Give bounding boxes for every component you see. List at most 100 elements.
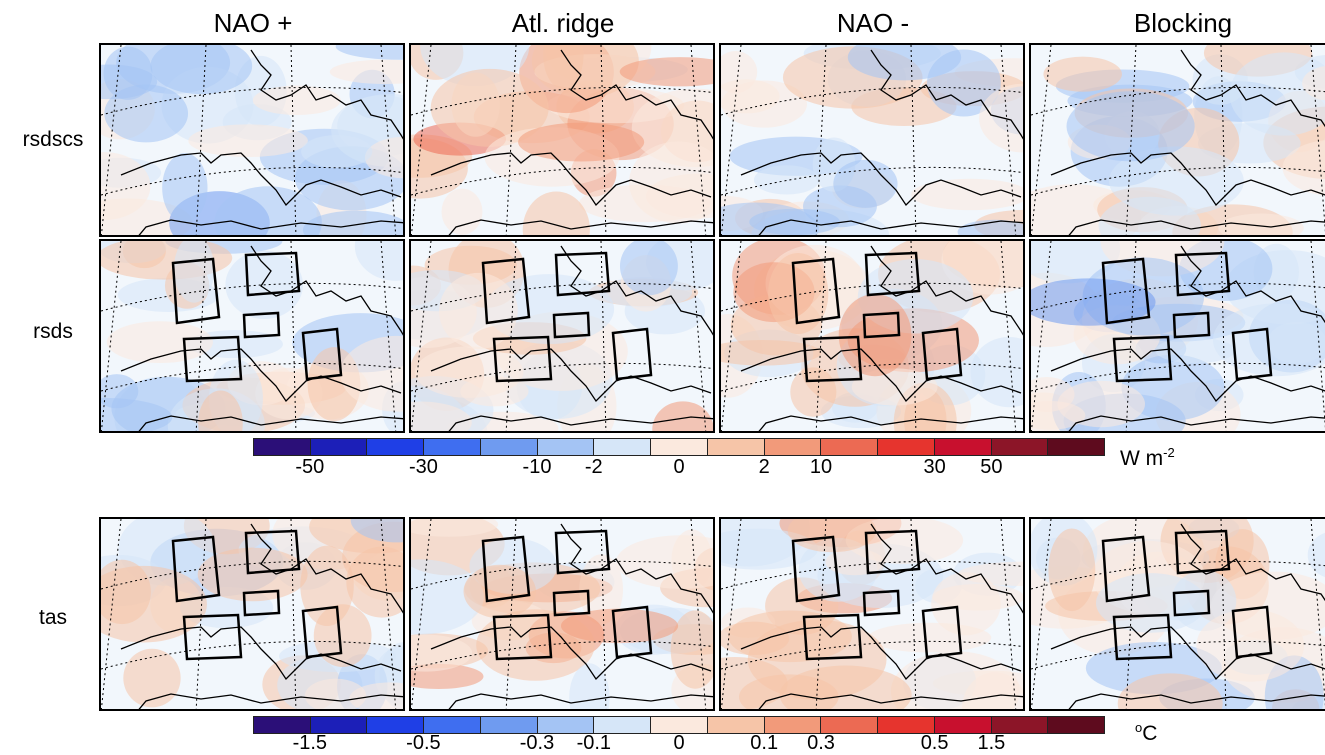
coastline <box>1050 245 1325 431</box>
longitude-line <box>290 519 297 709</box>
coastline <box>740 49 1023 235</box>
region-box <box>242 589 281 617</box>
anomaly-field-patch <box>484 274 615 345</box>
coastline <box>1050 49 1325 235</box>
region-box <box>802 335 863 383</box>
col-title-blocking: Blocking <box>1133 8 1233 38</box>
region-box <box>242 311 281 339</box>
anomaly-field-patch <box>619 241 678 296</box>
map-panel-tas-blocking <box>1029 517 1325 711</box>
coastline <box>430 245 713 431</box>
anomaly-field-patch <box>619 57 713 87</box>
region-box <box>171 535 221 603</box>
colorbar-tas <box>253 716 1105 734</box>
colorbar-tas-segment <box>310 717 368 733</box>
colorbar-wm2-tick-label: 30 <box>923 456 946 478</box>
region-box <box>552 311 591 339</box>
anomaly-field-patch <box>721 51 758 94</box>
anomaly-field-patch <box>329 59 403 85</box>
colorbar-tas-segment <box>594 717 652 733</box>
colorbar-tas-segment <box>991 717 1049 733</box>
latitude-line <box>1031 362 1325 392</box>
anomaly-field-patch <box>1117 673 1223 709</box>
colorbar-tas-segment <box>424 717 481 733</box>
coastline <box>120 523 403 709</box>
anomaly-field-patch <box>970 336 1023 408</box>
colorbar-tas-segment <box>764 717 822 733</box>
region-box <box>481 535 531 603</box>
anomaly-map <box>411 519 713 709</box>
anomaly-field-patch <box>101 152 151 221</box>
region-box <box>1172 589 1211 617</box>
anomaly-field-patch <box>101 565 207 643</box>
latitude-line <box>101 560 403 590</box>
longitude-line <box>815 241 827 431</box>
anomaly-map <box>1031 519 1325 709</box>
anomaly-field-patch <box>1302 65 1325 101</box>
colorbar-tas-segment <box>480 717 538 733</box>
colorbar-tas-tick-label: -0.3 <box>519 732 555 754</box>
anomaly-map <box>1031 45 1325 235</box>
region-box <box>864 251 921 297</box>
colorbar-wm2-tick-label: -10 <box>522 456 552 478</box>
anomaly-field-patch <box>411 401 472 431</box>
anomaly-field-patch <box>441 188 483 235</box>
anomaly-field-patch <box>106 321 213 364</box>
anomaly-field-patch <box>753 165 820 195</box>
anomaly-field-patch <box>463 564 536 619</box>
latitude-line <box>721 166 1023 196</box>
colorbar-tas-segment <box>934 717 992 733</box>
anomaly-map <box>411 241 713 431</box>
colorbar-wm2-segment <box>764 439 822 455</box>
colorbar-tas-unit: oC <box>1135 720 1158 745</box>
anomaly-field-patch <box>439 272 518 350</box>
colorbar-wm2-segment <box>878 439 935 455</box>
colorbar-wm2-segment <box>254 439 311 455</box>
anomaly-field-patch <box>411 559 484 635</box>
anomaly-field-patch <box>430 68 549 147</box>
longitude-line <box>1220 519 1227 709</box>
colorbar-wm2-tick-label: 50 <box>980 456 1003 478</box>
anomaly-field-patch <box>629 141 713 224</box>
region-box <box>552 589 591 617</box>
longitude-line <box>600 519 607 709</box>
anomaly-map <box>721 45 1023 235</box>
colorbar-tas-tick-label: 0 <box>673 732 685 754</box>
map-panel-rsds-atl-ridge <box>409 239 715 433</box>
colorbar-wm2-segment <box>537 439 595 455</box>
coastline <box>120 245 403 431</box>
anomaly-field-patch <box>1031 377 1075 413</box>
latitude-line <box>101 166 403 196</box>
map-panel-tas-nao-plus <box>99 517 405 711</box>
coastline <box>1050 523 1325 709</box>
anomaly-field-patch <box>252 85 341 116</box>
longitude-line <box>1220 241 1227 431</box>
region-box <box>1174 251 1231 297</box>
coastline <box>740 245 1023 431</box>
region-box <box>554 529 611 575</box>
coastline <box>430 49 713 235</box>
region-box <box>301 327 343 381</box>
anomaly-field-patch <box>197 547 308 602</box>
anomaly-field-patch <box>957 219 1023 235</box>
anomaly-field-patch <box>615 535 713 589</box>
anomaly-field-patch <box>721 621 790 656</box>
anomaly-field-patch <box>1048 528 1096 612</box>
region-box <box>554 251 611 297</box>
anomaly-field-patch <box>911 178 1023 211</box>
anomaly-map <box>101 519 403 709</box>
longitude-line <box>910 519 917 709</box>
latitude-line <box>721 640 1023 670</box>
anomaly-field-patch <box>104 84 189 143</box>
colorbar-tas-tick-label: 1.5 <box>977 732 1006 754</box>
anomaly-field-patch <box>123 648 181 708</box>
anomaly-field-patch <box>364 136 403 179</box>
map-panel-rsds-blocking <box>1029 239 1325 433</box>
anomaly-field-patch <box>414 346 524 398</box>
anomaly-map <box>101 241 403 431</box>
anomaly-field-patch <box>768 252 829 335</box>
map-panel-tas-nao-minus <box>719 517 1025 711</box>
region-box <box>171 257 221 325</box>
region-box <box>791 257 841 325</box>
anomaly-field-patch <box>931 572 1001 636</box>
